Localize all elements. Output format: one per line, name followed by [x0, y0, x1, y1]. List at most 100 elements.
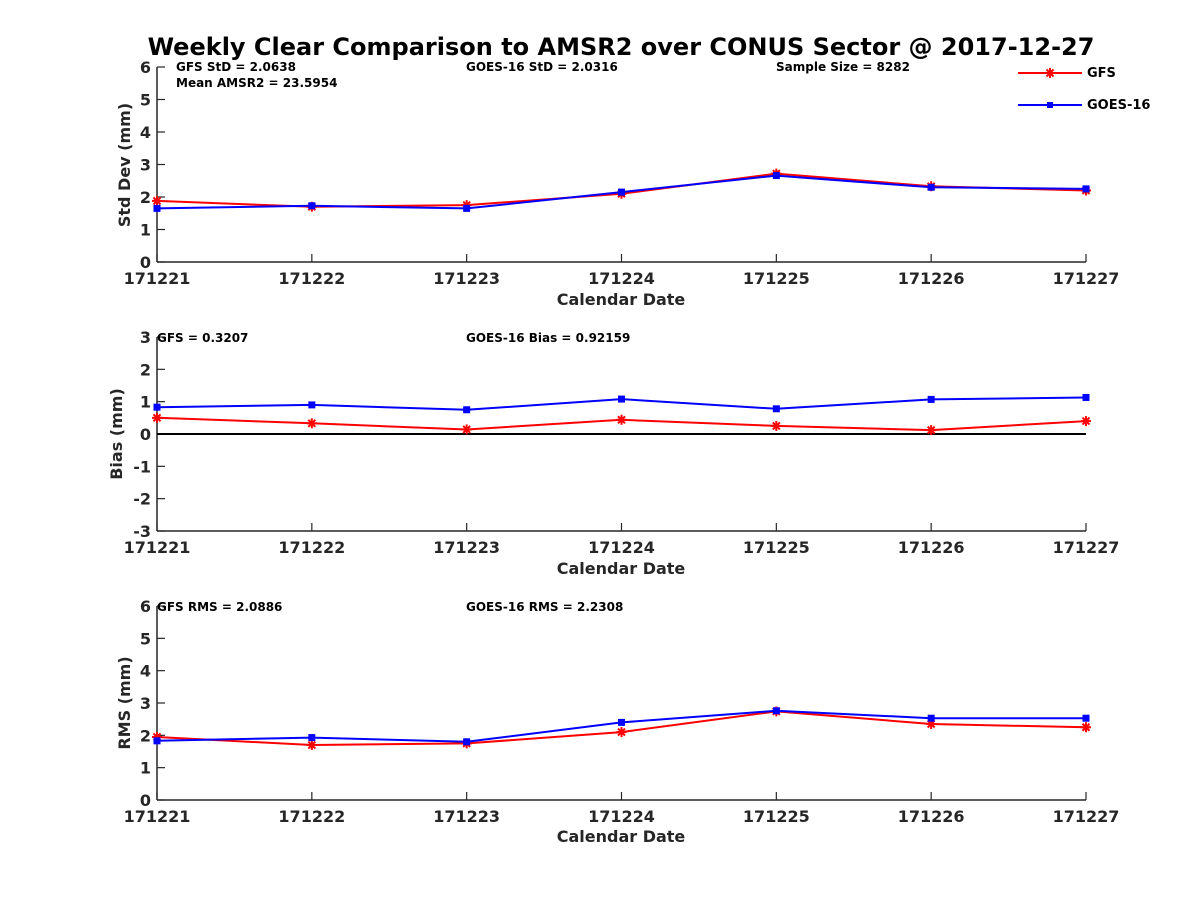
- x-tick-label-bias: 171224: [588, 538, 655, 557]
- x-tick-label-std-dev: 171225: [743, 269, 810, 288]
- annotation-gfs-rms: GFS RMS = 2.0886: [157, 600, 282, 614]
- panel-rms-ylabel: RMS (mm): [115, 656, 134, 749]
- y-tick-label-bias: 0: [140, 425, 151, 444]
- x-tick-label-rms: 171223: [433, 807, 500, 826]
- x-tick-label-std-dev: 171226: [898, 269, 965, 288]
- x-tick-label-rms: 171227: [1053, 807, 1120, 826]
- panel-std-dev: 0 1 2 3 4 5 6 171221 171222 171223 171224 171225 171…: [115, 58, 1119, 309]
- x-tick-label-std-dev: 171222: [278, 269, 345, 288]
- data-point-goes16-rms: [463, 738, 471, 746]
- x-tick-label-bias: 171227: [1053, 538, 1120, 557]
- y-tick-label-rms: 0: [140, 791, 151, 810]
- data-point-gfs-bias: [461, 424, 472, 435]
- data-point-goes16-std-dev: [927, 183, 935, 191]
- data-point-goes16-rms: [308, 734, 316, 742]
- data-point-gfs-rms: [616, 727, 627, 738]
- chart-title: Weekly Clear Comparison to AMSR2 over CO…: [148, 33, 1095, 61]
- data-point-gfs-bias: [306, 418, 317, 429]
- data-point-goes16-bias: [153, 403, 161, 411]
- x-tick-label-bias: 171226: [898, 538, 965, 557]
- legend-label-goes16: GOES-16: [1087, 98, 1150, 113]
- panel-bias: -3 -2 -1 0 1 2 3 171221 171222 171223 171224 171225…: [107, 328, 1119, 578]
- panel-bias-ylabel: Bias (mm): [107, 388, 126, 480]
- x-tick-label-bias: 171222: [278, 538, 345, 557]
- annotation-gfs-std: GFS StD = 2.0638: [176, 60, 296, 74]
- annotation-goes16-std: GOES-16 StD = 2.0316: [466, 60, 618, 74]
- panel-bias-ticks: -3 -2 -1 0 1 2 3 171221 171222 171223 171224 171225…: [124, 328, 1120, 557]
- x-tick-label-std-dev: 171227: [1053, 269, 1120, 288]
- data-point-goes16-bias: [1082, 393, 1090, 401]
- x-tick-label-bias: 171221: [124, 538, 191, 557]
- annotation-goes16-rms: GOES-16 RMS = 2.2308: [466, 600, 623, 614]
- x-tick-label-std-dev: 171221: [124, 269, 191, 288]
- y-tick-label-bias: 2: [140, 360, 151, 379]
- data-point-goes16-rms: [927, 714, 935, 722]
- data-point-goes16-std-dev: [618, 188, 625, 196]
- y-tick-label-rms: 5: [140, 629, 151, 648]
- y-tick-label-bias: 1: [140, 393, 151, 412]
- data-point-goes16-std-dev: [308, 202, 316, 210]
- y-tick-label-std-dev: 4: [140, 123, 151, 142]
- data-point-goes16-rms: [772, 707, 780, 715]
- data-point-goes16-std-dev: [1082, 185, 1090, 193]
- panel-std-dev-xlabel: Calendar Date: [557, 290, 686, 309]
- data-point-goes16-bias: [927, 395, 935, 403]
- data-point-gfs-bias: [771, 420, 782, 431]
- panel-rms-xlabel: Calendar Date: [557, 827, 686, 846]
- legend-item-gfs: GFS: [1018, 66, 1116, 81]
- annotation-goes16-bias: GOES-16 Bias = 0.92159: [466, 331, 630, 345]
- y-tick-label-rms: 3: [140, 694, 151, 713]
- data-point-gfs-bias: [616, 414, 627, 425]
- panel-bias-xlabel: Calendar Date: [557, 559, 686, 578]
- panel-rms: 0 1 2 3 4 5 6 171221 171222 171223 171224 171225 171…: [115, 597, 1119, 846]
- y-tick-label-std-dev: 1: [140, 221, 151, 240]
- legend-marker-goes16: [1047, 102, 1053, 108]
- data-point-gfs-bias: [1081, 416, 1091, 427]
- data-point-gfs-std-dev: [152, 195, 162, 206]
- data-point-gfs-rms: [306, 740, 317, 751]
- x-tick-label-rms: 171222: [278, 807, 345, 826]
- y-tick-label-bias: -2: [133, 490, 151, 509]
- annotation-mean-amsr2: Mean AMSR2 = 23.5954: [176, 76, 337, 90]
- legend: GFS GOES-16: [1018, 66, 1150, 113]
- legend-item-goes16: GOES-16: [1018, 98, 1150, 113]
- panel-rms-series: [152, 706, 1091, 751]
- y-tick-label-std-dev: 2: [140, 188, 151, 207]
- x-tick-label-bias: 171225: [743, 538, 810, 557]
- y-tick-label-rms: 6: [140, 597, 151, 616]
- panel-rms-ticks: 0 1 2 3 4 5 6 171221 171222 171223 171224 171225 171…: [124, 597, 1120, 826]
- panel-bias-series: [152, 393, 1091, 436]
- x-tick-label-rms: 171221: [124, 807, 191, 826]
- x-tick-label-bias: 171223: [433, 538, 500, 557]
- data-point-gfs-bias: [926, 425, 937, 436]
- annotation-sample-size: Sample Size = 8282: [776, 60, 910, 74]
- y-tick-label-std-dev: 6: [140, 58, 151, 77]
- y-tick-label-std-dev: 5: [140, 91, 151, 110]
- data-point-goes16-bias: [463, 406, 471, 414]
- x-tick-label-std-dev: 171224: [588, 269, 655, 288]
- y-tick-label-bias: 3: [140, 328, 151, 347]
- data-point-goes16-std-dev: [772, 172, 780, 180]
- data-point-goes16-bias: [772, 405, 780, 413]
- y-tick-label-rms: 1: [140, 759, 151, 778]
- panel-std-dev-series: [152, 168, 1091, 212]
- y-tick-label-std-dev: 0: [140, 253, 151, 272]
- x-tick-label-rms: 171225: [743, 807, 810, 826]
- data-point-goes16-std-dev: [463, 204, 471, 212]
- y-tick-label-bias: -1: [133, 457, 151, 476]
- x-tick-label-rms: 171226: [898, 807, 965, 826]
- y-tick-label-bias: -3: [133, 522, 151, 541]
- legend-label-gfs: GFS: [1087, 66, 1116, 81]
- annotation-gfs-bias: GFS = 0.3207: [157, 331, 248, 345]
- x-tick-label-std-dev: 171223: [433, 269, 500, 288]
- y-tick-label-std-dev: 3: [140, 156, 151, 175]
- data-point-goes16-rms: [1082, 714, 1090, 722]
- data-point-goes16-bias: [308, 401, 316, 409]
- series-line-goes16-rms: [156, 709, 1086, 743]
- data-point-goes16-bias: [618, 395, 625, 403]
- data-point-gfs-rms: [1081, 722, 1091, 733]
- panel-std-dev-ticks: 0 1 2 3 4 5 6 171221 171222 171223 171224 171225 171…: [124, 58, 1120, 288]
- legend-marker-gfs: [1045, 68, 1055, 78]
- data-point-goes16-rms: [153, 737, 161, 745]
